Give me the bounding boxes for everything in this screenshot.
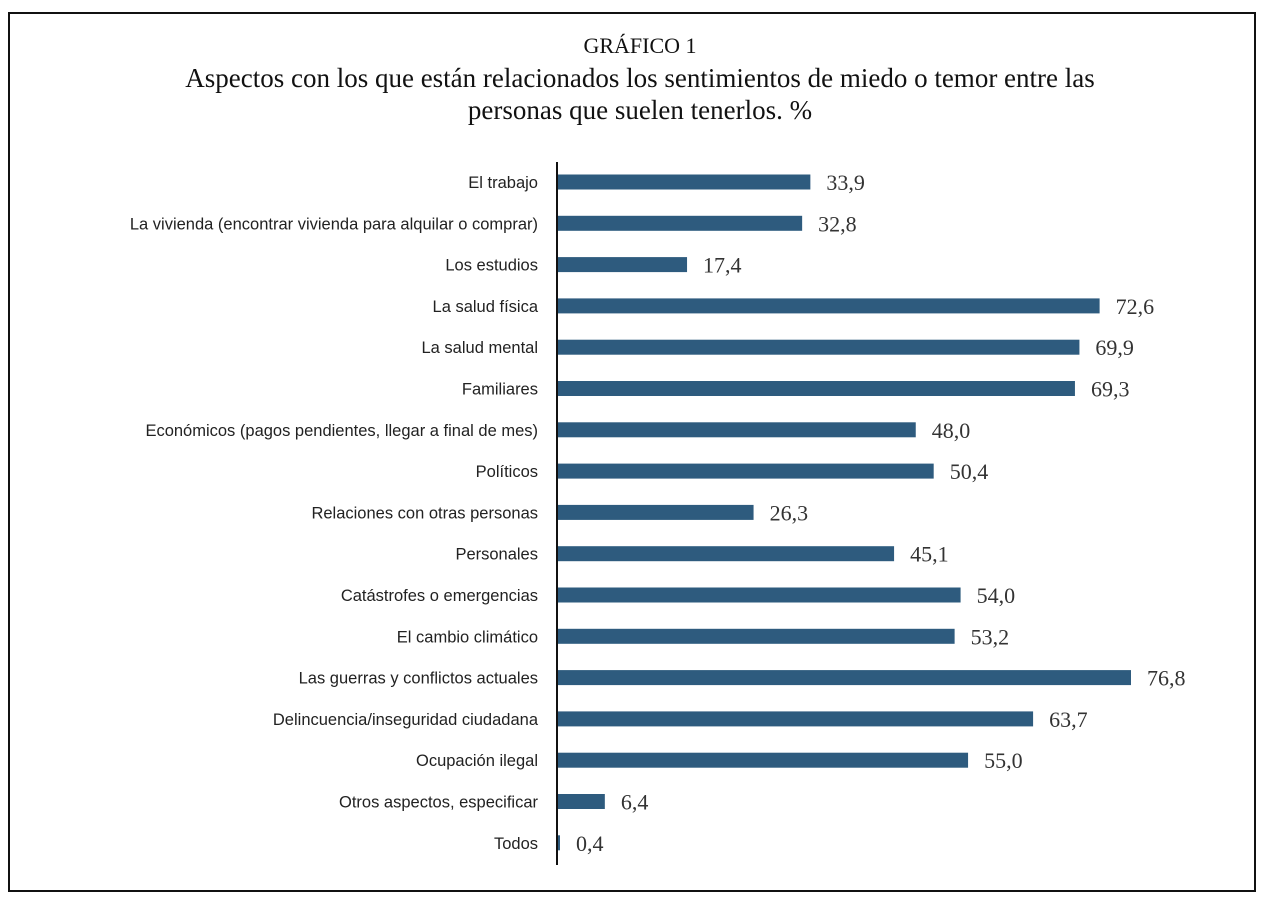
bar bbox=[557, 422, 916, 438]
data-label: 72,6 bbox=[1116, 294, 1155, 319]
data-label: 32,8 bbox=[818, 211, 857, 236]
data-label: 55,0 bbox=[984, 748, 1023, 773]
chart-title: Aspectos con los que están relacionados … bbox=[185, 63, 1095, 125]
bar bbox=[557, 546, 895, 562]
bar bbox=[557, 504, 754, 520]
bar bbox=[557, 257, 688, 273]
bar bbox=[557, 794, 605, 809]
data-label: 48,0 bbox=[932, 418, 971, 443]
bar bbox=[557, 628, 955, 644]
data-label: 50,4 bbox=[950, 459, 989, 484]
bar bbox=[557, 587, 961, 603]
bar bbox=[557, 835, 560, 851]
chart-supertitle: GRÁFICO 1 bbox=[583, 33, 697, 58]
category-label: Personales bbox=[455, 546, 538, 564]
category-label: La vivienda (encontrar vivienda para alq… bbox=[130, 215, 538, 233]
category-label: Delincuencia/inseguridad ciudadana bbox=[273, 711, 539, 729]
category-label: Los estudios bbox=[445, 257, 538, 275]
category-label: Otros aspectos, especificar bbox=[339, 794, 539, 812]
bar bbox=[557, 670, 1131, 686]
data-label: 63,7 bbox=[1049, 707, 1088, 732]
category-label: Ocupación ilegal bbox=[416, 752, 538, 770]
category-label: Políticos bbox=[476, 463, 538, 481]
data-label: 33,9 bbox=[826, 170, 865, 195]
category-label: La salud física bbox=[433, 298, 539, 316]
data-label: 69,3 bbox=[1091, 377, 1130, 402]
category-label: Las guerras y conflictos actuales bbox=[299, 670, 538, 688]
category-label: Económicos (pagos pendientes, llegar a f… bbox=[145, 422, 538, 440]
data-label: 76,8 bbox=[1147, 666, 1186, 691]
data-label: 45,1 bbox=[910, 542, 949, 567]
bar bbox=[557, 463, 934, 479]
category-label: El trabajo bbox=[468, 174, 538, 192]
bar bbox=[557, 711, 1034, 727]
data-label: 53,2 bbox=[971, 624, 1010, 649]
bar bbox=[557, 298, 1100, 314]
bar bbox=[557, 752, 969, 768]
bar bbox=[557, 339, 1080, 355]
category-label: Familiares bbox=[462, 381, 538, 399]
category-label: Todos bbox=[494, 835, 538, 853]
chart-frame bbox=[8, 12, 1256, 892]
category-label: Relaciones con otras personas bbox=[311, 504, 538, 522]
data-label: 17,4 bbox=[703, 253, 742, 278]
data-label: 69,9 bbox=[1095, 335, 1134, 360]
bar bbox=[557, 215, 803, 231]
category-label: Catástrofes o emergencias bbox=[341, 587, 538, 605]
data-label: 0,4 bbox=[576, 831, 604, 856]
data-label: 54,0 bbox=[977, 583, 1016, 608]
category-label: La salud mental bbox=[422, 339, 539, 357]
data-label: 6,4 bbox=[621, 790, 649, 815]
data-label: 26,3 bbox=[770, 500, 809, 525]
bar bbox=[557, 381, 1075, 396]
category-label: El cambio climático bbox=[397, 628, 538, 646]
bar bbox=[557, 174, 811, 190]
